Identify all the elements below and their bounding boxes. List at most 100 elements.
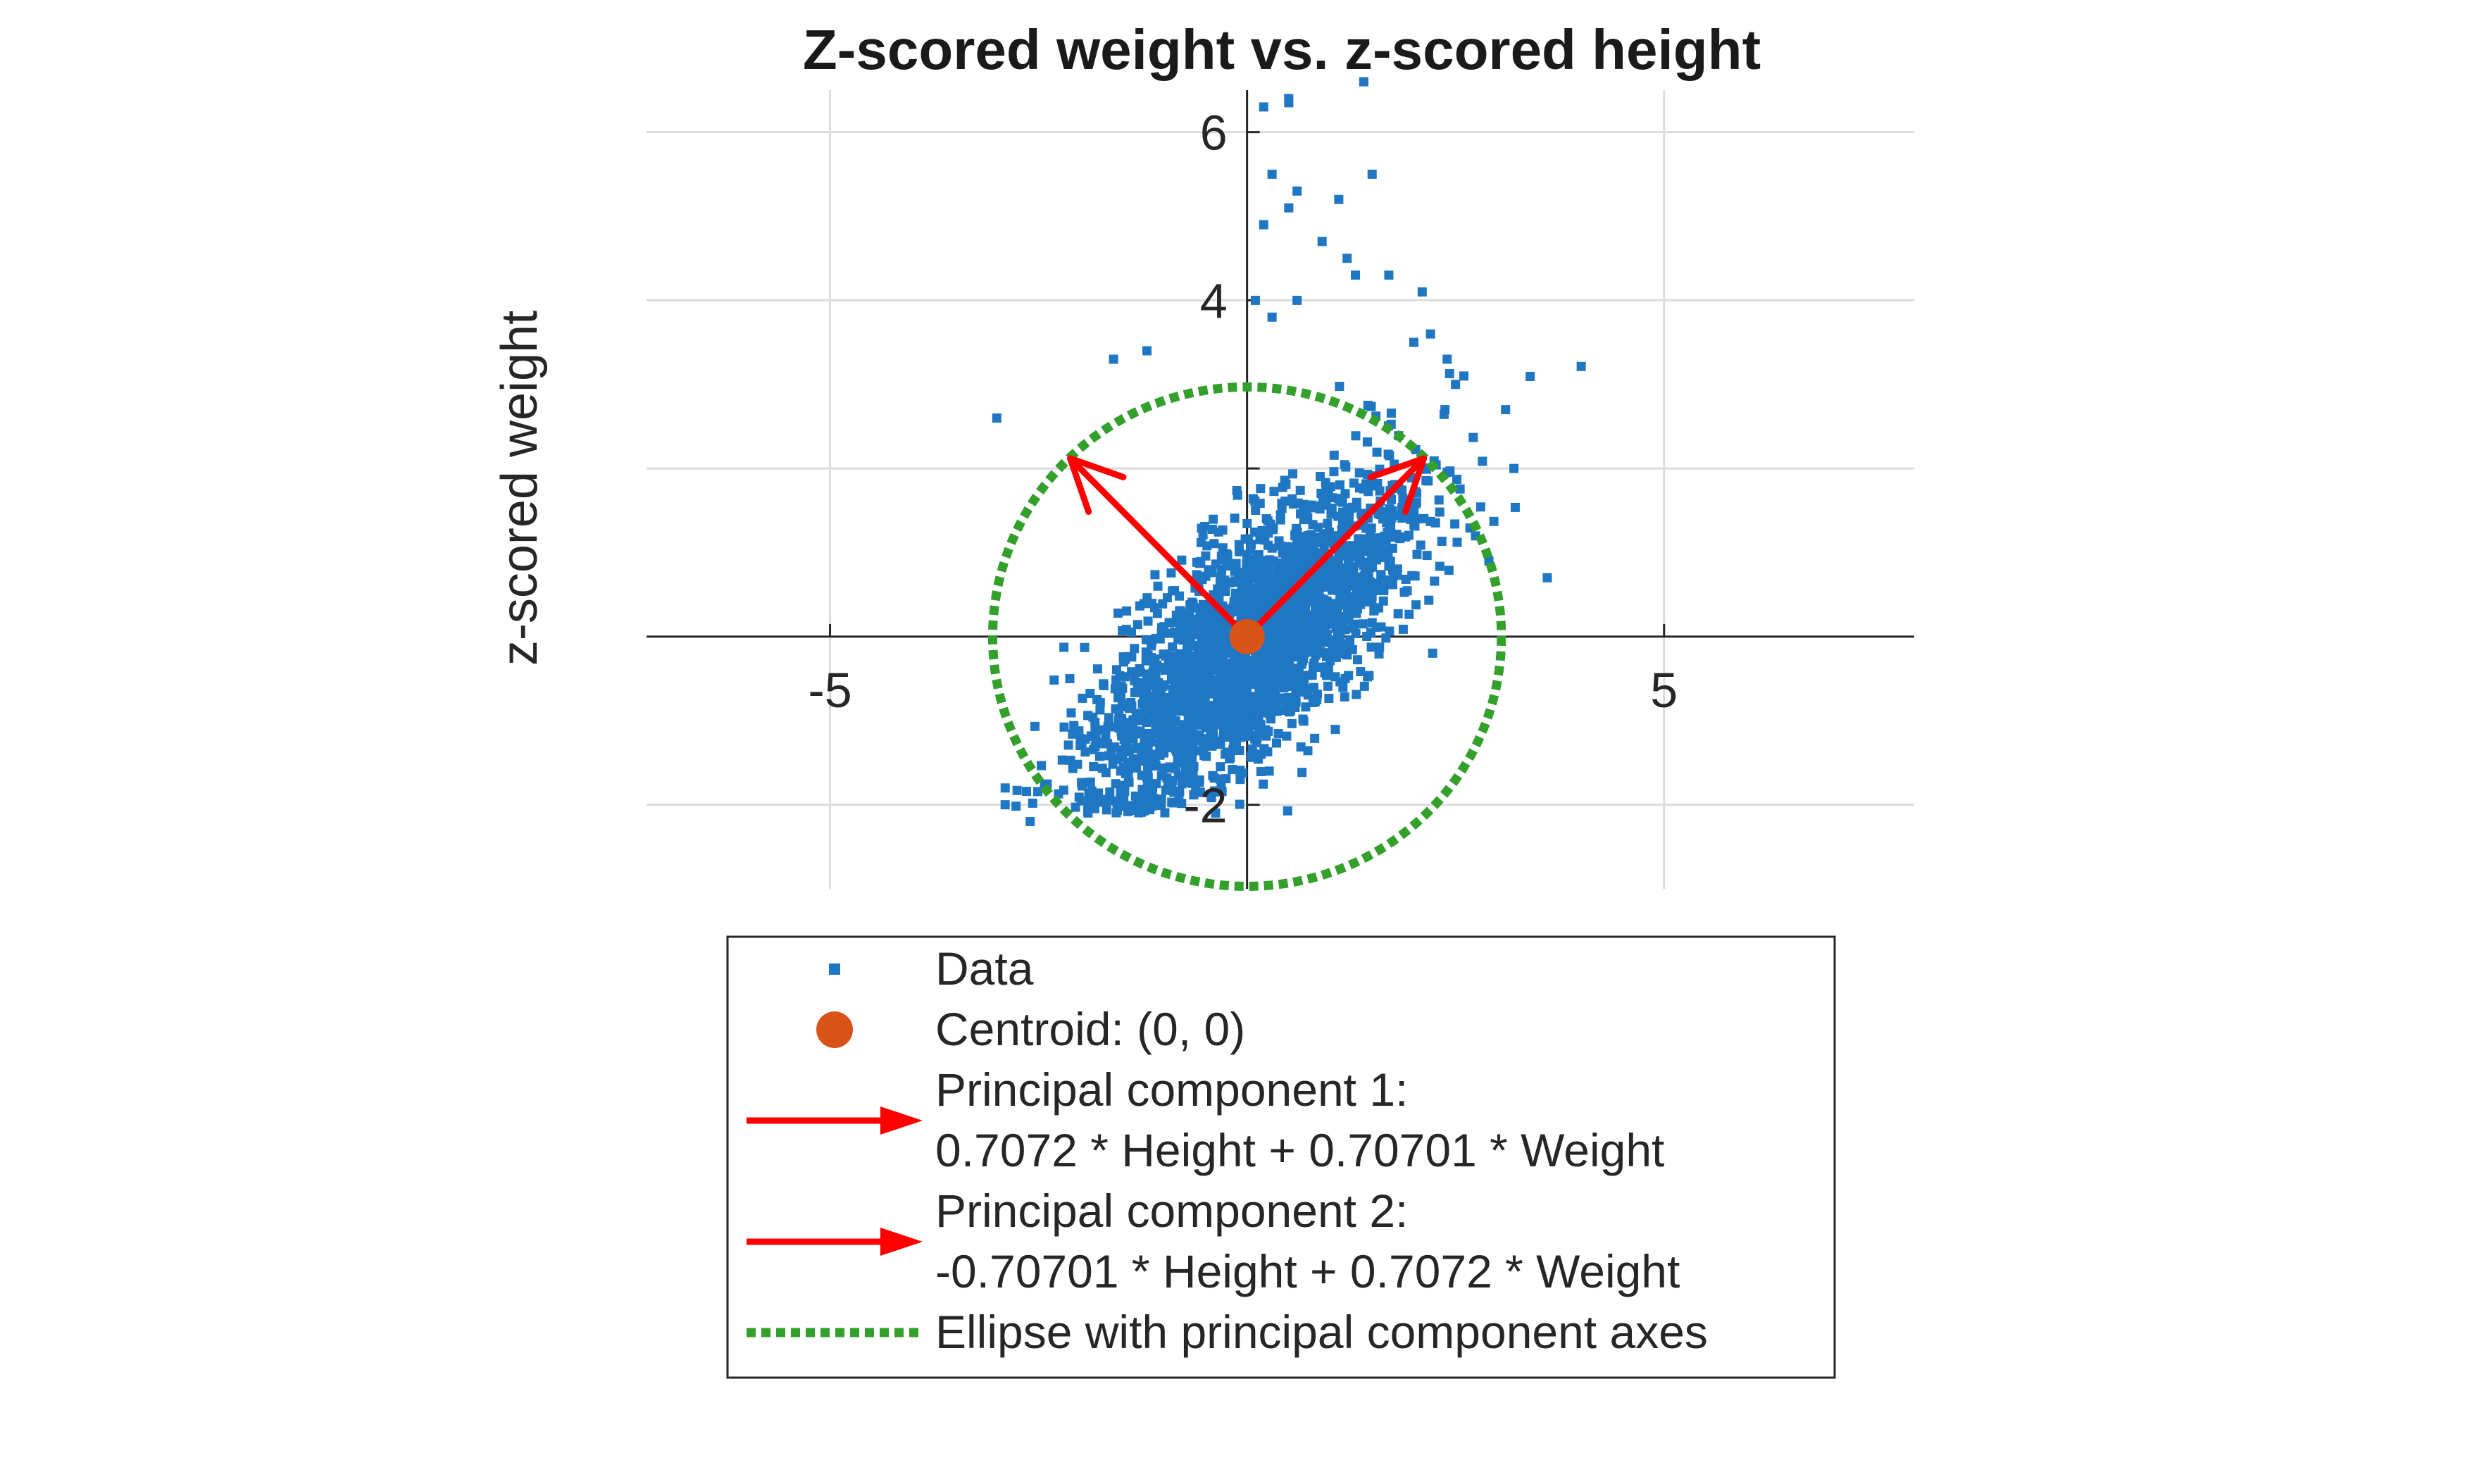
data-point — [1223, 551, 1232, 561]
data-point — [1180, 701, 1190, 711]
data-point — [1363, 572, 1373, 582]
data-point — [1204, 722, 1213, 732]
data-point — [1351, 592, 1361, 602]
data-point — [1206, 642, 1216, 652]
data-point — [1059, 722, 1069, 732]
data-point — [1393, 609, 1403, 618]
data-point — [1092, 694, 1102, 704]
data-point — [1187, 684, 1197, 694]
data-point — [1218, 728, 1228, 737]
data-point — [1283, 674, 1293, 684]
data-point — [1317, 237, 1327, 247]
data-point — [1228, 744, 1238, 754]
grid-lines — [647, 90, 1914, 889]
data-point — [1266, 710, 1275, 720]
data-point — [1330, 533, 1340, 543]
data-point — [1208, 771, 1218, 780]
data-point — [1351, 628, 1361, 638]
data-point — [1109, 354, 1118, 364]
data-point — [1468, 432, 1478, 442]
data-point — [1509, 463, 1519, 473]
data-point — [1142, 346, 1152, 356]
data-point — [1198, 652, 1208, 662]
data-point — [1366, 642, 1376, 652]
data-point — [1525, 371, 1535, 381]
data-point — [1100, 794, 1110, 804]
data-point — [1113, 609, 1123, 618]
data-point — [1342, 650, 1352, 660]
data-point — [1162, 773, 1172, 782]
data-point — [1118, 652, 1128, 662]
data-point — [1137, 678, 1147, 687]
data-point — [1319, 544, 1329, 554]
data-point — [1297, 659, 1306, 669]
data-point — [1353, 655, 1363, 665]
legend-entry-label: Data — [935, 942, 1034, 994]
data-point — [1335, 480, 1345, 490]
data-point — [1095, 738, 1105, 748]
data-point — [1242, 518, 1252, 528]
data-point — [1404, 530, 1414, 540]
data-point — [1137, 792, 1147, 802]
data-point — [1289, 664, 1299, 674]
data-point — [1247, 710, 1257, 720]
data-point — [1430, 576, 1440, 586]
data-point — [1022, 787, 1032, 797]
data-point — [1284, 98, 1294, 108]
data-point — [1421, 475, 1431, 485]
data-point — [1232, 486, 1242, 496]
data-point — [1248, 748, 1258, 758]
data-point — [1256, 767, 1266, 777]
data-point — [1148, 756, 1158, 766]
data-point — [1285, 567, 1295, 577]
data-point — [1199, 679, 1209, 689]
data-point — [1188, 737, 1198, 747]
data-point — [1211, 559, 1221, 569]
data-point — [1383, 449, 1393, 459]
data-point — [1349, 619, 1359, 629]
data-point — [1204, 623, 1213, 632]
data-point — [1011, 802, 1021, 811]
data-point — [1303, 611, 1313, 621]
data-point — [1354, 483, 1364, 493]
data-point — [1330, 725, 1340, 735]
data-point — [1257, 694, 1267, 704]
data-point — [1182, 727, 1192, 737]
data-point — [1246, 544, 1256, 554]
data-point — [1308, 549, 1318, 559]
data-point — [1116, 727, 1126, 737]
data-point — [1147, 735, 1157, 744]
data-point — [1324, 694, 1334, 704]
data-point — [1116, 766, 1125, 776]
data-point — [1175, 606, 1185, 616]
data-point — [1123, 775, 1133, 785]
data-point — [1255, 535, 1265, 544]
data-point — [992, 413, 1001, 423]
data-point — [1209, 735, 1218, 745]
data-point — [1283, 581, 1292, 591]
data-point — [1177, 555, 1187, 565]
data-point — [1218, 656, 1228, 666]
data-point — [1222, 709, 1232, 719]
data-point — [1284, 203, 1294, 213]
data-point — [1049, 675, 1059, 685]
data-point — [1028, 798, 1037, 808]
data-point — [1131, 726, 1141, 736]
data-point — [1111, 779, 1121, 789]
data-point — [1268, 594, 1278, 604]
data-point — [1321, 536, 1331, 546]
data-point — [1235, 766, 1245, 776]
data-point — [1227, 673, 1237, 683]
data-point — [1312, 690, 1322, 699]
data-point — [1247, 566, 1256, 576]
data-point — [1323, 681, 1333, 691]
data-point — [1168, 798, 1178, 808]
data-point — [1283, 806, 1292, 816]
data-point — [1162, 737, 1172, 747]
data-point — [1385, 626, 1394, 636]
data-point — [1374, 649, 1384, 659]
data-point — [1098, 725, 1108, 735]
data-point — [1450, 519, 1460, 529]
data-point — [1216, 778, 1226, 788]
data-point — [1159, 680, 1169, 690]
